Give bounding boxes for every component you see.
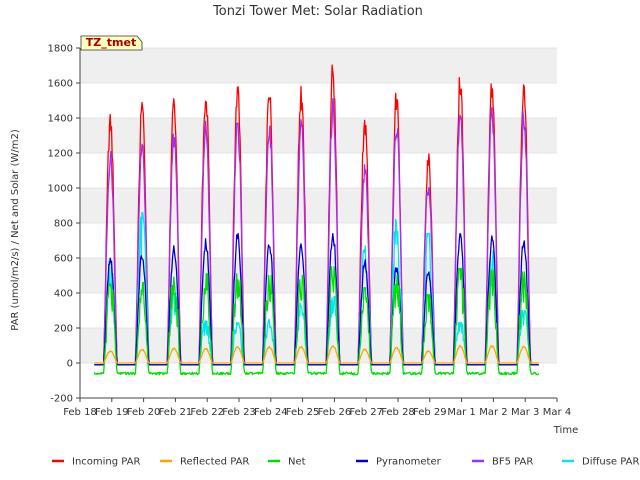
legend-label: Incoming PAR [72,457,141,468]
legend-label: Pyranometer [376,457,442,468]
y-tick-label: 800 [54,219,73,230]
plot-band [80,258,557,293]
x-tick-label: Feb 25 [286,407,320,418]
x-tick-label: Feb 18 [63,407,97,418]
x-tick-label: Feb 29 [413,407,447,418]
plot-band [80,188,557,223]
y-tick-label: 600 [54,254,73,265]
y-tick-label: 400 [54,289,73,300]
series-line-reflected-par [94,344,539,364]
y-tick-label: 1200 [48,149,73,160]
series-layer [93,64,540,376]
x-tick-label: Mar 3 [511,407,539,418]
y-tick-label: 1400 [48,114,73,125]
x-tick-label: Feb 28 [381,407,415,418]
x-tick-label: Mar 1 [447,407,475,418]
x-axis-label: Time [553,425,578,436]
site-label: TZ_tmet [86,36,136,49]
x-tick-label: Feb 23 [222,407,256,418]
x-tick-label: Feb 24 [254,407,288,418]
x-tick-label: Mar 2 [479,407,507,418]
x-tick-label: Feb 20 [127,407,161,418]
y-axis-ticks: -200 0 200 400 600 800 1000 1200 1400 1600 1800 [48,44,80,405]
x-tick-label: Feb 21 [159,407,193,418]
x-tick-label: Feb 27 [349,407,383,418]
y-tick-label: 200 [54,324,73,335]
y-tick-label: -200 [50,394,73,405]
x-tick-label: Feb 19 [95,407,129,418]
site-label-box: TZ_tmet [80,35,143,51]
plot-band [80,328,557,363]
legend-label: Reflected PAR [180,457,249,468]
legend-label: BF5 PAR [492,457,533,468]
plot-band [80,48,557,83]
plot-band [80,118,557,153]
legend: Incoming PAR Reflected PAR Net Pyranometer B… [52,457,639,468]
legend-label: Diffuse PAR [582,457,639,468]
x-tick-label: Feb 22 [190,407,224,418]
y-tick-label: 1000 [48,184,73,195]
legend-label: Net [288,457,306,468]
x-tick-label: Feb 26 [318,407,352,418]
chart-title: Tonzi Tower Met: Solar Radiation [212,4,423,19]
y-tick-label: 1800 [48,44,73,55]
y-axis-label: PAR (umol/m2/s) / Net and Solar (W/m2) [10,129,21,331]
y-tick-label: 1600 [48,79,73,90]
series-line-net [93,266,540,376]
y-tick-label: 0 [67,359,73,370]
x-tick-label: Mar 4 [543,407,571,418]
